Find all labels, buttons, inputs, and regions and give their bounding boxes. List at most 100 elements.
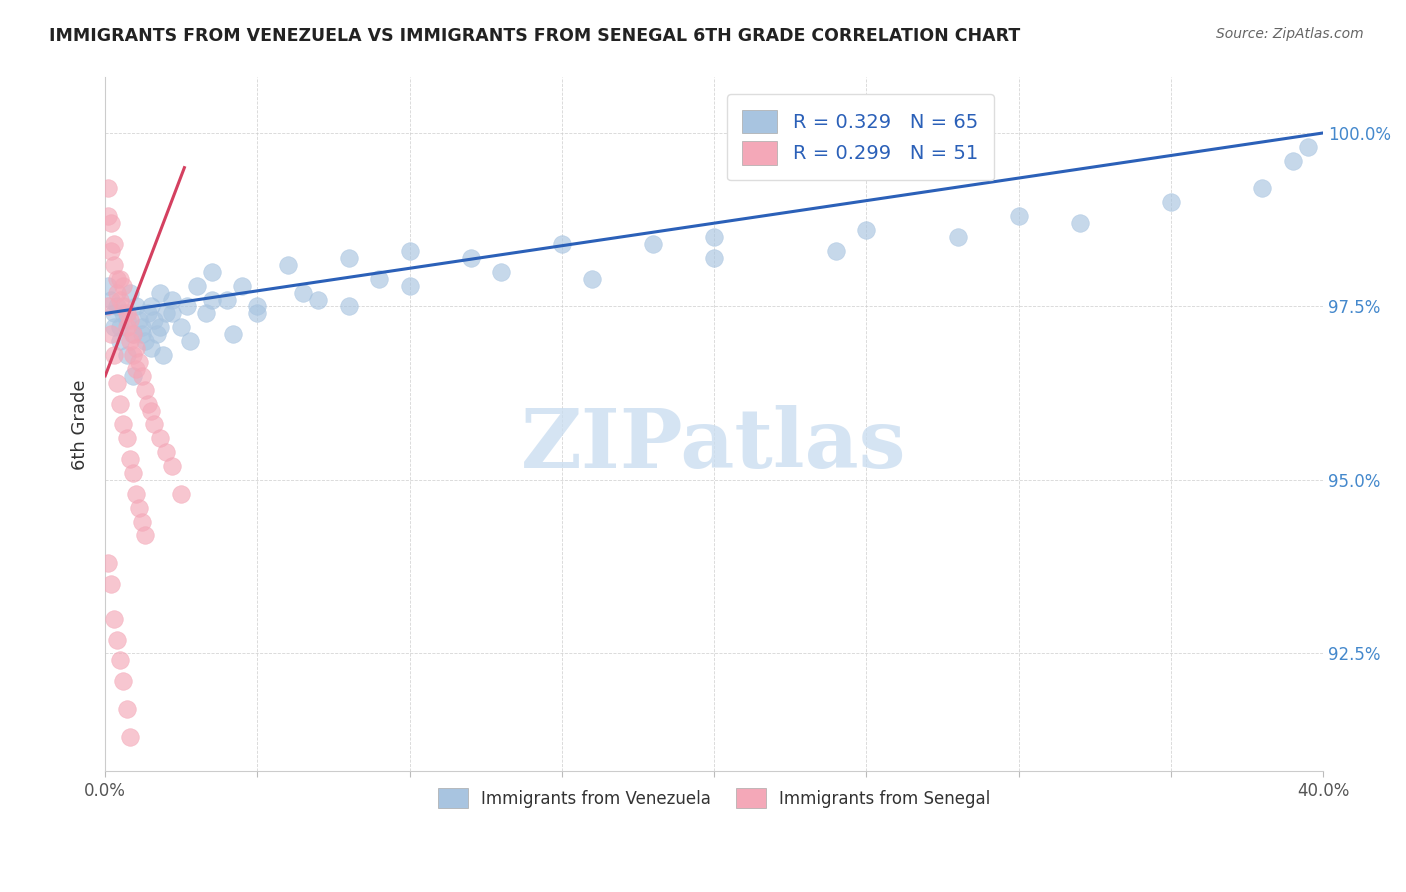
Point [643, 237, 665, 252]
Point [110, 320, 132, 334]
Point [131, 327, 153, 342]
Point [139, 403, 162, 417]
Point [160, 458, 183, 473]
Point [368, 271, 391, 285]
Point [201, 265, 224, 279]
Point [103, 348, 125, 362]
Point [1281, 153, 1303, 168]
Point [131, 515, 153, 529]
Point [124, 300, 146, 314]
Point [179, 334, 201, 348]
Point [121, 327, 143, 342]
Point [186, 278, 208, 293]
Point [105, 300, 128, 314]
Point [337, 300, 360, 314]
Point [118, 313, 141, 327]
Point [215, 293, 238, 307]
Point [100, 577, 122, 591]
Point [489, 265, 512, 279]
Point [246, 306, 269, 320]
Point [105, 285, 128, 300]
Point [277, 258, 299, 272]
Point [170, 320, 193, 334]
Point [946, 230, 969, 244]
Point [134, 334, 156, 348]
Point [142, 417, 165, 432]
Point [581, 271, 603, 285]
Point [139, 341, 162, 355]
Point [121, 466, 143, 480]
Point [110, 396, 132, 410]
Point [112, 306, 135, 320]
Point [1069, 216, 1091, 230]
Point [460, 251, 482, 265]
Point [112, 300, 135, 314]
Point [121, 368, 143, 383]
Point [131, 368, 153, 383]
Point [134, 528, 156, 542]
Point [398, 244, 420, 258]
Point [128, 355, 150, 369]
Point [136, 306, 159, 320]
Point [121, 327, 143, 342]
Point [131, 320, 153, 334]
Point [149, 320, 172, 334]
Point [97, 278, 120, 293]
Point [149, 431, 172, 445]
Point [115, 306, 138, 320]
Point [222, 327, 245, 342]
Point [124, 341, 146, 355]
Point [139, 300, 162, 314]
Point [703, 251, 725, 265]
Point [201, 293, 224, 307]
Point [1251, 181, 1274, 195]
Point [142, 313, 165, 327]
Point [115, 702, 138, 716]
Point [103, 320, 125, 334]
Point [105, 376, 128, 390]
Point [112, 674, 135, 689]
Point [128, 500, 150, 515]
Point [231, 278, 253, 293]
Point [1160, 195, 1182, 210]
Point [551, 237, 574, 252]
Point [100, 244, 122, 258]
Point [105, 271, 128, 285]
Point [103, 306, 125, 320]
Point [105, 632, 128, 647]
Point [1008, 209, 1031, 223]
Text: ZIPatlas: ZIPatlas [522, 405, 907, 485]
Point [115, 431, 138, 445]
Point [176, 300, 198, 314]
Point [110, 271, 132, 285]
Point [118, 730, 141, 744]
Point [160, 293, 183, 307]
Point [155, 445, 177, 459]
Y-axis label: 6th Grade: 6th Grade [72, 379, 89, 470]
Point [128, 313, 150, 327]
Point [246, 300, 269, 314]
Point [115, 313, 138, 327]
Point [118, 285, 141, 300]
Point [97, 556, 120, 570]
Point [112, 417, 135, 432]
Point [110, 293, 132, 307]
Text: IMMIGRANTS FROM VENEZUELA VS IMMIGRANTS FROM SENEGAL 6TH GRADE CORRELATION CHART: IMMIGRANTS FROM VENEZUELA VS IMMIGRANTS … [49, 27, 1021, 45]
Point [103, 612, 125, 626]
Point [194, 306, 217, 320]
Point [155, 306, 177, 320]
Point [1296, 140, 1319, 154]
Point [292, 285, 315, 300]
Point [115, 320, 138, 334]
Point [121, 348, 143, 362]
Point [112, 278, 135, 293]
Point [100, 216, 122, 230]
Point [149, 285, 172, 300]
Point [825, 244, 848, 258]
Point [307, 293, 329, 307]
Point [97, 209, 120, 223]
Point [115, 348, 138, 362]
Point [124, 362, 146, 376]
Point [103, 237, 125, 252]
Point [855, 223, 877, 237]
